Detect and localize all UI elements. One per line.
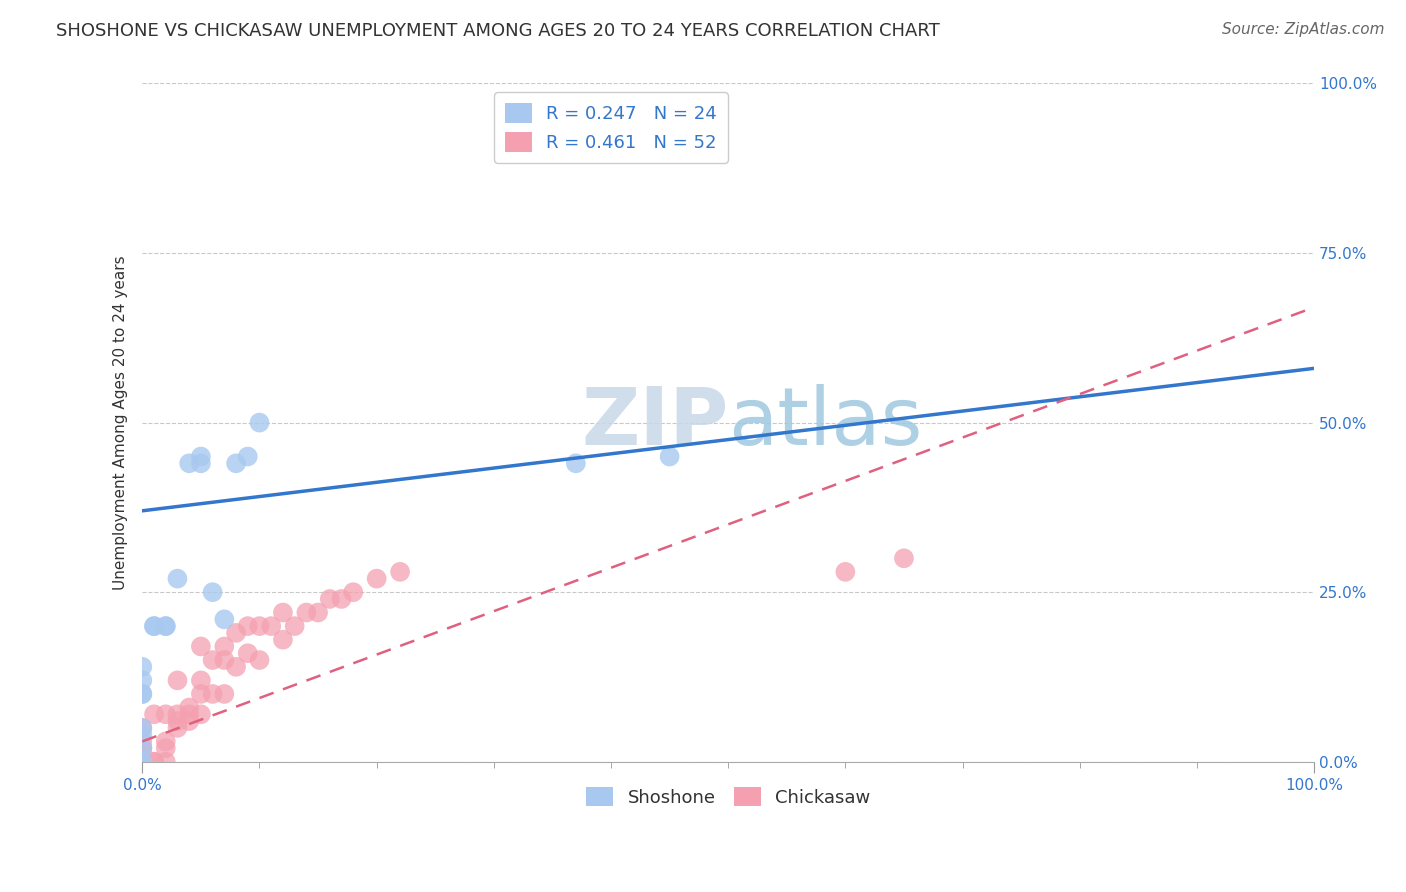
Point — [155, 619, 177, 633]
Point — [166, 572, 188, 586]
Point — [131, 673, 153, 688]
Point — [131, 728, 153, 742]
Y-axis label: Unemployment Among Ages 20 to 24 years: Unemployment Among Ages 20 to 24 years — [114, 255, 128, 590]
Point — [225, 456, 247, 470]
Point — [166, 707, 188, 722]
Point — [366, 572, 388, 586]
Point — [131, 687, 153, 701]
Point — [190, 673, 212, 688]
Point — [143, 619, 166, 633]
Point — [389, 565, 412, 579]
Point — [143, 707, 166, 722]
Point — [201, 585, 224, 599]
Point — [166, 721, 188, 735]
Point — [190, 707, 212, 722]
Point — [179, 456, 201, 470]
Point — [236, 619, 259, 633]
Point — [214, 640, 236, 654]
Point — [155, 734, 177, 748]
Point — [249, 416, 271, 430]
Point — [131, 755, 153, 769]
Point — [271, 606, 294, 620]
Point — [271, 632, 294, 647]
Point — [307, 606, 329, 620]
Point — [225, 660, 247, 674]
Point — [565, 456, 588, 470]
Point — [319, 591, 342, 606]
Point — [143, 755, 166, 769]
Point — [190, 450, 212, 464]
Point — [131, 734, 153, 748]
Point — [342, 585, 364, 599]
Text: ZIP: ZIP — [581, 384, 728, 461]
Point — [201, 653, 224, 667]
Point — [330, 591, 353, 606]
Point — [201, 687, 224, 701]
Point — [131, 755, 153, 769]
Point — [190, 640, 212, 654]
Point — [131, 721, 153, 735]
Point — [658, 450, 681, 464]
Point — [131, 741, 153, 756]
Point — [236, 450, 259, 464]
Point — [179, 700, 201, 714]
Point — [166, 673, 188, 688]
Point — [131, 755, 153, 769]
Text: atlas: atlas — [728, 384, 922, 461]
Point — [190, 456, 212, 470]
Point — [214, 687, 236, 701]
Point — [214, 612, 236, 626]
Point — [131, 741, 153, 756]
Point — [131, 660, 153, 674]
Point — [143, 755, 166, 769]
Point — [155, 741, 177, 756]
Point — [236, 646, 259, 660]
Point — [131, 755, 153, 769]
Point — [249, 653, 271, 667]
Legend: Shoshone, Chickasaw: Shoshone, Chickasaw — [579, 780, 877, 814]
Point — [893, 551, 915, 566]
Point — [155, 707, 177, 722]
Point — [214, 653, 236, 667]
Point — [190, 687, 212, 701]
Point — [155, 619, 177, 633]
Point — [131, 755, 153, 769]
Point — [131, 687, 153, 701]
Point — [166, 714, 188, 728]
Point — [131, 721, 153, 735]
Point — [131, 755, 153, 769]
Point — [131, 741, 153, 756]
Point — [225, 626, 247, 640]
Point — [834, 565, 856, 579]
Point — [155, 755, 177, 769]
Point — [131, 755, 153, 769]
Point — [295, 606, 318, 620]
Point — [131, 755, 153, 769]
Point — [179, 707, 201, 722]
Point — [179, 714, 201, 728]
Point — [249, 619, 271, 633]
Point — [284, 619, 307, 633]
Text: Source: ZipAtlas.com: Source: ZipAtlas.com — [1222, 22, 1385, 37]
Point — [260, 619, 283, 633]
Text: SHOSHONE VS CHICKASAW UNEMPLOYMENT AMONG AGES 20 TO 24 YEARS CORRELATION CHART: SHOSHONE VS CHICKASAW UNEMPLOYMENT AMONG… — [56, 22, 941, 40]
Point — [143, 619, 166, 633]
